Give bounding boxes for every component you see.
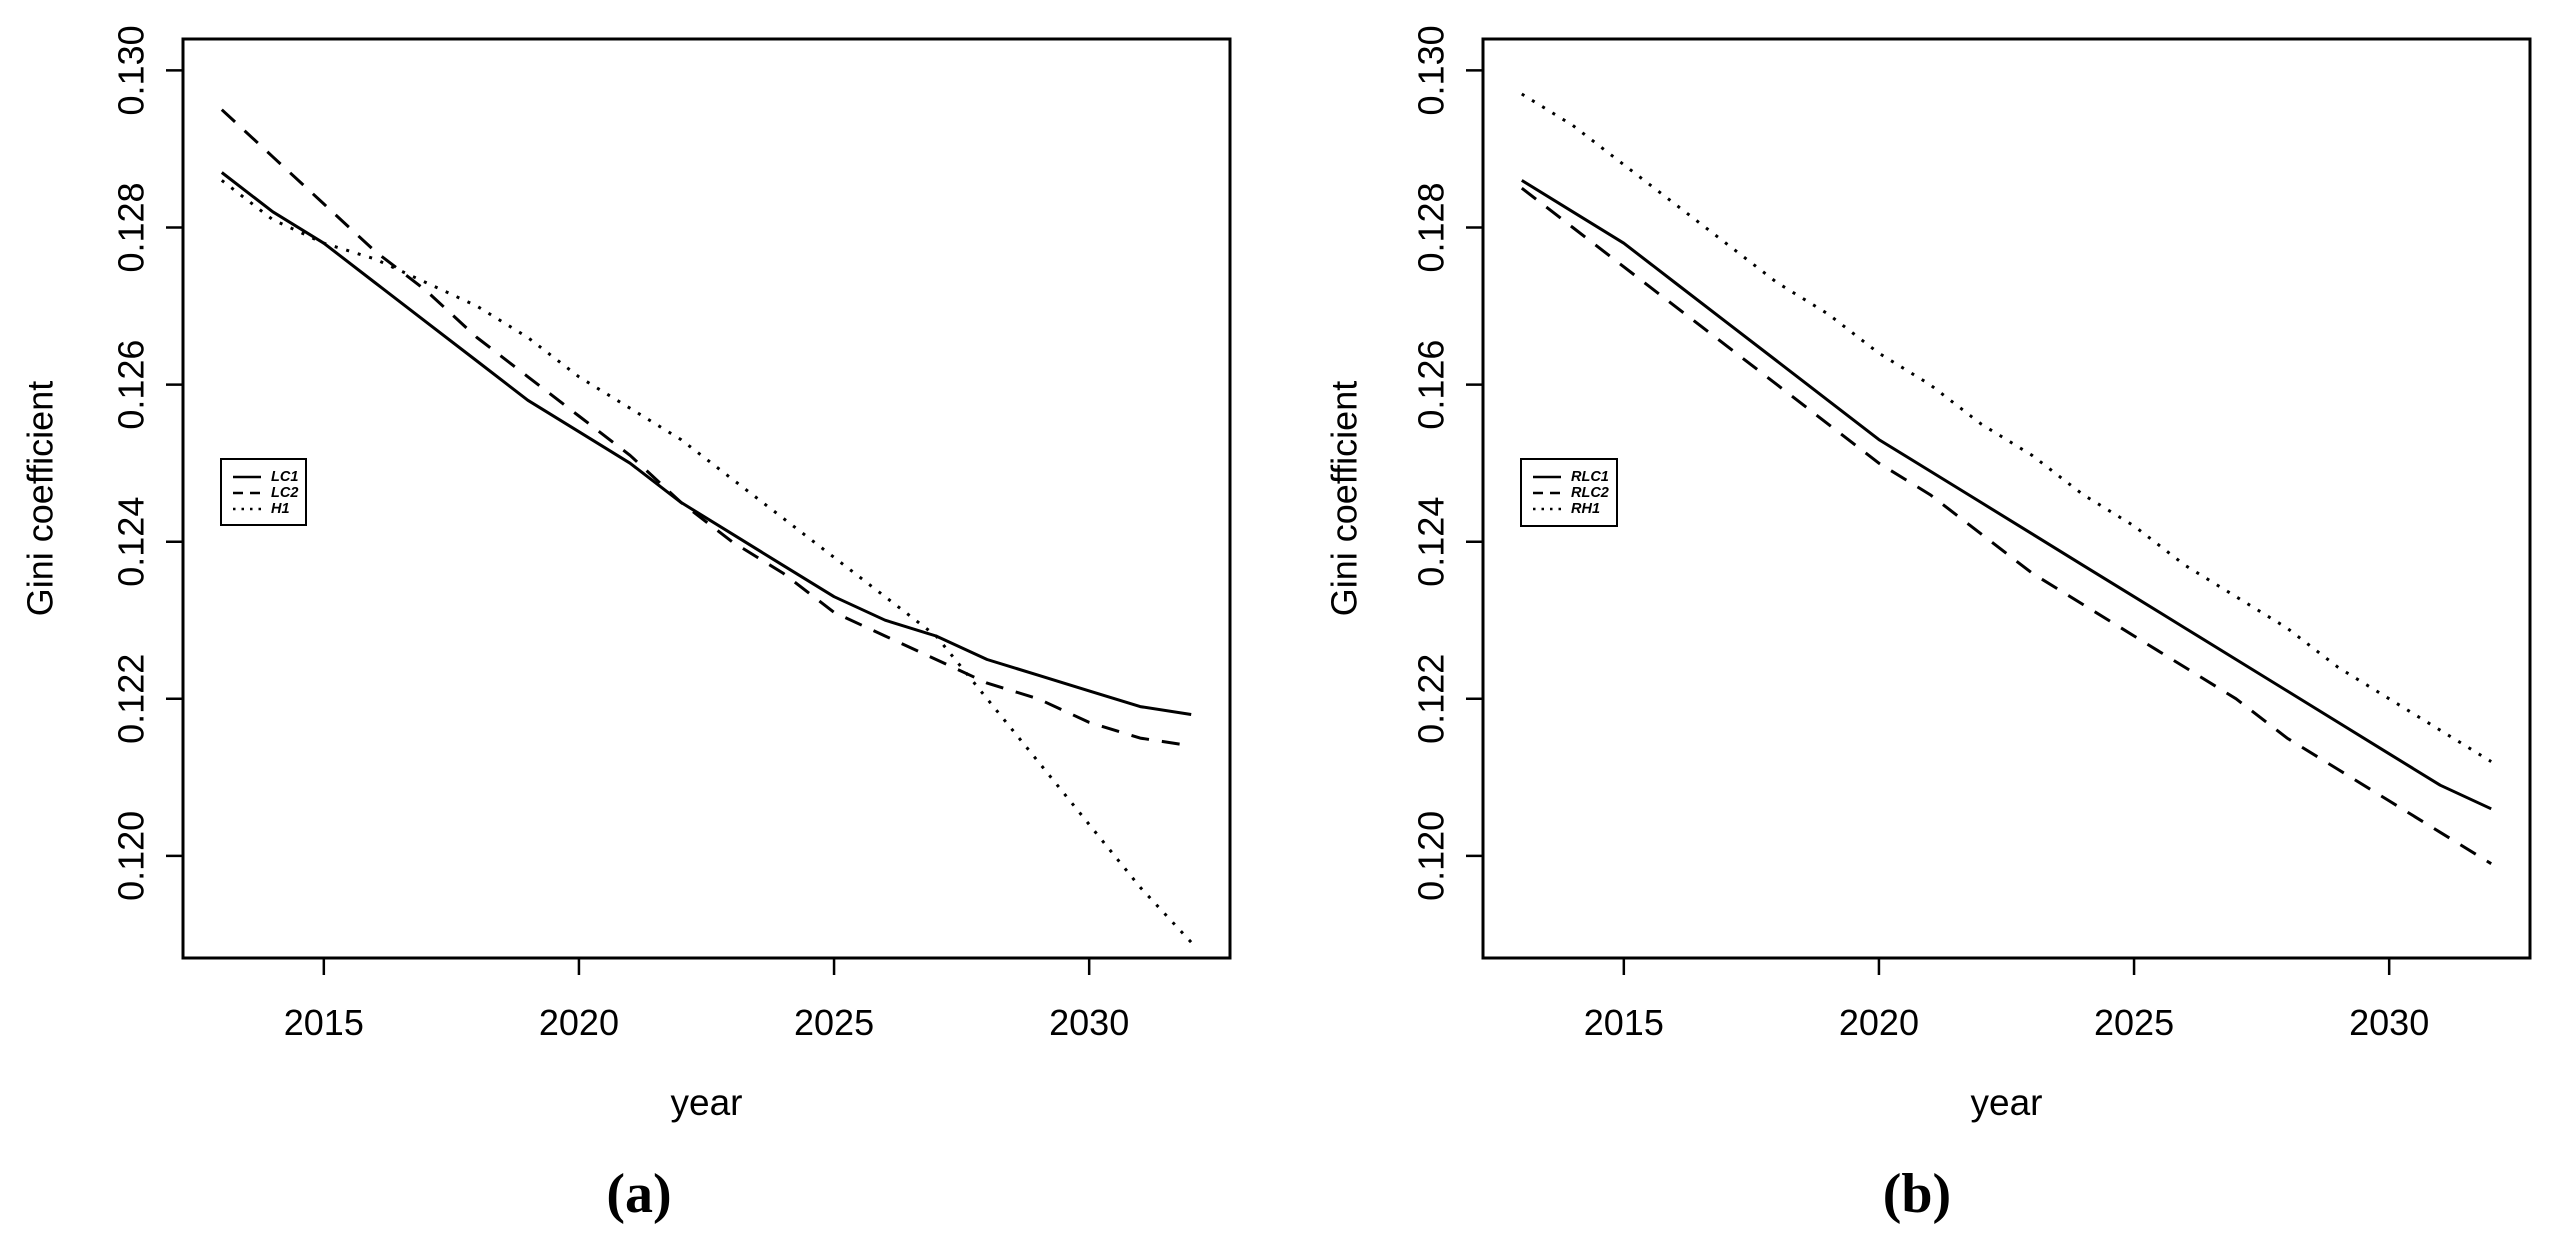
x-axis-title: year (671, 1082, 743, 1123)
legend-box (1520, 458, 1618, 527)
series-line-lc1 (220, 171, 1192, 716)
legend-label: LC1 (271, 469, 298, 485)
x-tick-label: 2015 (1584, 1002, 1664, 1043)
panel-b-chart: 2015 2020 2025 2030 0.120 0.122 0.124 0.126 0.12… (1324, 25, 2532, 1225)
y-axis-title: Gini coefficient (1324, 381, 1365, 616)
legend-label: RH1 (1571, 501, 1600, 517)
series-line-rlc1 (1521, 179, 2492, 811)
y-tick-label: 0.124 (1411, 497, 1452, 587)
series-line-rh1 (1521, 92, 2492, 763)
y-tick-label: 0.128 (1411, 182, 1452, 272)
panel-caption: (b) (1883, 1163, 1951, 1225)
series-line-rlc2 (1520, 187, 2492, 865)
y-tick-label: 0.120 (111, 811, 152, 901)
y-tick-label: 0.120 (1411, 811, 1452, 901)
x-tick-label: 2020 (1839, 1002, 1919, 1043)
x-tick-label: 2030 (1049, 1002, 1129, 1043)
y-tick-label: 0.122 (1411, 654, 1452, 744)
y-tick-label: 0.124 (111, 497, 152, 587)
x-axis-title: year (1971, 1082, 2043, 1123)
series-line-h1 (220, 179, 1193, 944)
panel-a-chart: 2015 2020 2025 2030 0.120 0.122 0.124 0.126 0.12… (20, 25, 1232, 1225)
legend-label: RLC1 (1571, 469, 1609, 485)
legend-box (220, 458, 307, 526)
x-tick-label: 2015 (284, 1002, 364, 1043)
x-tick-label: 2030 (2349, 1002, 2429, 1043)
panel-caption: (a) (606, 1163, 671, 1225)
y-axis-title: Gini coefficient (20, 381, 61, 616)
x-tick-label: 2025 (2094, 1002, 2174, 1043)
legend-label: RLC2 (1571, 485, 1609, 501)
y-tick-label: 0.126 (111, 340, 152, 430)
series-line-lc2 (220, 108, 1192, 748)
y-tick-label: 0.128 (111, 182, 152, 272)
y-tick-label: 0.130 (1411, 25, 1452, 115)
plot-frame (181, 37, 1232, 960)
plot-frame (1481, 37, 2532, 960)
y-tick-label: 0.122 (111, 654, 152, 744)
legend-label: H1 (271, 501, 290, 517)
y-tick-label: 0.126 (1411, 340, 1452, 430)
x-tick-label: 2025 (794, 1002, 874, 1043)
y-tick-label: 0.130 (111, 25, 152, 115)
x-tick-label: 2020 (539, 1002, 619, 1043)
legend-label: LC2 (271, 485, 298, 501)
